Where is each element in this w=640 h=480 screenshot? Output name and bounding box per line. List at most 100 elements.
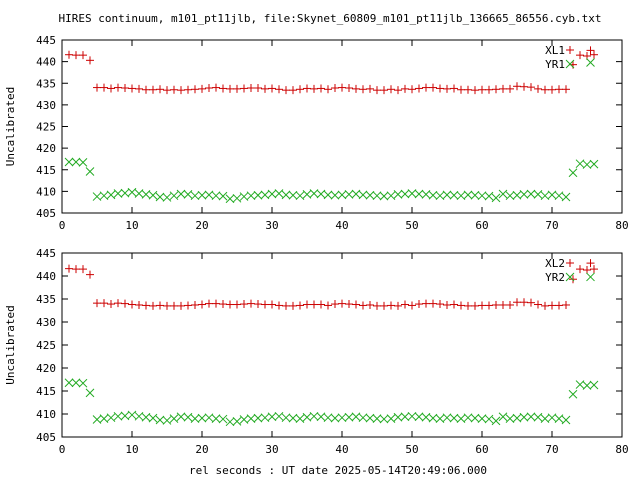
data-point-XL2 bbox=[86, 270, 94, 279]
x-axis-label: rel seconds : UT date 2025-05-14T20:49:0… bbox=[189, 464, 487, 477]
data-point-XL2 bbox=[268, 300, 276, 309]
data-point-XL2 bbox=[562, 300, 570, 309]
legend-label-YR2: YR2 bbox=[545, 271, 565, 284]
data-point-YR2 bbox=[589, 380, 599, 390]
data-point-XL2 bbox=[380, 301, 388, 310]
data-point-XL2 bbox=[450, 300, 458, 309]
data-point-XL1 bbox=[359, 85, 367, 94]
data-point-XL2 bbox=[408, 301, 416, 310]
data-point-YR1 bbox=[295, 191, 305, 201]
data-point-XL1 bbox=[576, 51, 584, 60]
data-point-YR2 bbox=[190, 414, 200, 423]
data-point-XL1 bbox=[373, 86, 381, 95]
data-point-YR1 bbox=[568, 168, 578, 178]
data-point-XL1 bbox=[457, 85, 465, 94]
data-point-XL2 bbox=[121, 299, 129, 308]
data-point-YR2 bbox=[281, 413, 291, 423]
data-point-YR1 bbox=[498, 189, 508, 199]
data-point-XL1 bbox=[121, 84, 129, 93]
data-point-YR1 bbox=[407, 189, 417, 198]
y-tick-label: 420 bbox=[36, 142, 56, 155]
data-point-XL2 bbox=[324, 301, 332, 310]
data-point-YR2 bbox=[120, 411, 130, 421]
data-point-YR1 bbox=[561, 192, 571, 202]
data-point-XL2 bbox=[422, 299, 430, 308]
data-point-XL2 bbox=[184, 301, 192, 310]
data-point-YR2 bbox=[498, 412, 508, 422]
data-point-XL1 bbox=[219, 84, 227, 93]
data-point-YR1 bbox=[99, 191, 109, 201]
data-point-YR1 bbox=[582, 160, 592, 169]
data-point-XL2 bbox=[226, 300, 234, 309]
data-point-YR1 bbox=[351, 189, 361, 199]
data-point-XL2 bbox=[254, 300, 262, 309]
data-point-XL2 bbox=[93, 299, 101, 308]
data-point-XL1 bbox=[184, 85, 192, 94]
data-point-XL1 bbox=[261, 84, 269, 93]
data-point-YR2 bbox=[162, 416, 172, 425]
data-point-YR1 bbox=[106, 190, 116, 200]
data-point-YR1 bbox=[134, 189, 144, 198]
data-point-YR2 bbox=[78, 378, 88, 388]
data-point-XL2 bbox=[520, 298, 528, 307]
data-point-XL2 bbox=[100, 299, 108, 308]
data-point-XL1 bbox=[149, 85, 157, 94]
data-point-XL2 bbox=[170, 301, 178, 310]
data-point-XL2 bbox=[373, 301, 381, 310]
data-point-YR1 bbox=[575, 159, 585, 169]
data-point-YR2 bbox=[344, 412, 354, 422]
data-point-XL2 bbox=[436, 300, 444, 309]
y-axis-label: Uncalibrated bbox=[4, 305, 17, 384]
data-point-XL1 bbox=[394, 86, 402, 95]
data-point-XL1 bbox=[478, 85, 486, 94]
data-point-XL1 bbox=[303, 84, 311, 93]
data-point-XL1 bbox=[450, 84, 458, 93]
top-panel: 0 10 20 30 40 50 60 70 80 405 410 415 420 425 430 435 44… bbox=[4, 34, 629, 232]
data-point-XL2 bbox=[576, 265, 584, 274]
data-point-XL1 bbox=[548, 85, 556, 94]
data-point-YR2 bbox=[225, 417, 235, 427]
data-point-XL1 bbox=[324, 85, 332, 94]
data-point-XL2 bbox=[586, 259, 595, 268]
data-point-XL1 bbox=[282, 86, 290, 95]
data-point-YR1 bbox=[316, 189, 326, 199]
data-point-YR2 bbox=[218, 414, 228, 424]
data-point-XL1 bbox=[226, 84, 234, 93]
data-point-XL2 bbox=[548, 301, 556, 310]
data-point-YR2 bbox=[519, 412, 529, 422]
data-point-YR2 bbox=[169, 414, 179, 423]
data-point-XL1 bbox=[590, 50, 598, 59]
series-YR1 bbox=[64, 157, 599, 204]
x-tick-label: 70 bbox=[545, 219, 558, 232]
data-point-XL2 bbox=[163, 301, 171, 310]
data-point-XL2 bbox=[590, 265, 598, 274]
data-point-XL2 bbox=[471, 301, 479, 310]
data-point-YR1 bbox=[344, 190, 354, 199]
data-point-XL2 bbox=[401, 300, 409, 309]
data-point-XL2 bbox=[233, 300, 241, 309]
data-point-YR2 bbox=[302, 412, 312, 422]
data-point-XL2 bbox=[359, 301, 367, 310]
data-point-XL2 bbox=[212, 299, 220, 308]
data-point-YR2 bbox=[540, 414, 550, 423]
x-tick-label: 80 bbox=[615, 443, 628, 456]
data-point-XL2 bbox=[282, 301, 290, 310]
data-point-YR2 bbox=[414, 412, 424, 422]
data-point-XL2 bbox=[464, 301, 472, 310]
y-axis-label: Uncalibrated bbox=[4, 87, 17, 166]
data-point-YR2 bbox=[337, 413, 347, 423]
data-point-YR1 bbox=[421, 190, 431, 199]
data-point-XL2 bbox=[205, 299, 213, 308]
data-point-XL2 bbox=[149, 301, 157, 310]
data-point-YR1 bbox=[484, 191, 494, 201]
data-point-XL1 bbox=[506, 84, 514, 93]
data-point-YR2 bbox=[92, 415, 102, 424]
data-point-YR1 bbox=[302, 190, 312, 199]
data-point-YR1 bbox=[400, 189, 410, 199]
data-point-XL2 bbox=[114, 299, 122, 308]
x-tick-label: 80 bbox=[615, 219, 628, 232]
data-point-YR2 bbox=[239, 415, 249, 424]
data-point-YR2 bbox=[491, 416, 501, 426]
data-point-XL2 bbox=[541, 301, 549, 310]
data-point-XL1 bbox=[520, 82, 528, 91]
